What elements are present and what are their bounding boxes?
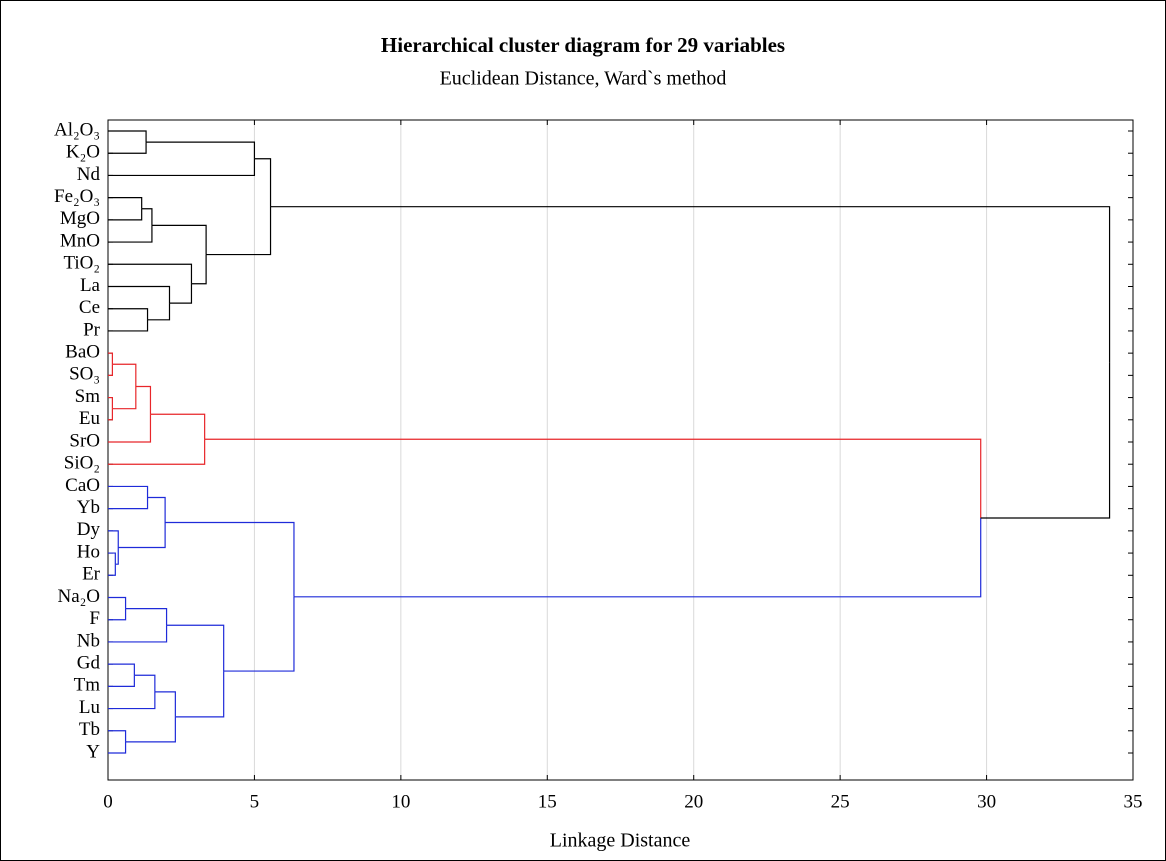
leaf-label: K₂O: [66, 142, 100, 163]
leaf-label: Nb: [77, 630, 100, 651]
leaf-label: Fe₂O₃: [54, 186, 100, 207]
dendrogram-link: [165, 521, 295, 597]
dendrogram-link: [223, 596, 295, 672]
dendrogram-link: [169, 283, 193, 304]
leaf-label: Nd: [77, 164, 101, 185]
dendrogram-link: [146, 141, 256, 159]
dendrogram-link: [108, 608, 127, 621]
dendrogram-link: [134, 674, 156, 692]
dendrogram-link: [108, 364, 113, 376]
dendrogram-link: [125, 716, 176, 743]
dendrogram-link: [108, 730, 127, 742]
dendrogram-link: [135, 385, 152, 415]
leaf-label: MnO: [60, 230, 100, 251]
x-tick-label: 0: [103, 791, 113, 812]
dendrogram-link: [108, 263, 193, 284]
dendrogram-link: [108, 408, 113, 421]
dendrogram-link: [154, 691, 176, 717]
x-tick-label: 35: [1124, 791, 1143, 812]
dendrogram-link: [118, 522, 166, 549]
dendrogram-link: [125, 608, 168, 626]
dendrogram-link: [147, 303, 171, 321]
leaf-label: Yb: [77, 497, 100, 518]
dendrogram-link: [108, 530, 119, 548]
leaf-label: Ho: [77, 541, 100, 562]
dendrogram-link: [166, 624, 225, 672]
dendrogram-link: [115, 547, 119, 565]
dendrogram-link: [108, 414, 152, 443]
leaf-label: Gd: [77, 653, 101, 674]
dendrogram-link: [108, 596, 127, 609]
leaf-label: Tm: [74, 675, 101, 696]
dendrogram-link: [108, 497, 149, 510]
leaf-label: Pr: [83, 319, 101, 340]
x-tick-label: 5: [250, 791, 260, 812]
dendrogram-link: [108, 564, 116, 576]
dendrogram-link: [108, 308, 149, 320]
dendrogram-link: [108, 130, 147, 143]
leaf-label: La: [80, 275, 101, 296]
dendrogram-link: [191, 254, 207, 285]
leaf-label: Al₂O₃: [54, 119, 100, 140]
dendrogram-link: [108, 663, 135, 676]
leaf-label: TiO₂: [63, 253, 100, 274]
leaf-label: SrO: [69, 430, 100, 451]
leaf-label: Tb: [79, 719, 100, 740]
leaf-label: Lu: [79, 697, 101, 718]
x-axis-label: Linkage Distance: [550, 830, 691, 852]
dendrogram-link: [108, 396, 113, 409]
dendrogram-link: [151, 224, 207, 255]
dendrogram-link: [108, 691, 156, 710]
x-tick-label: 20: [684, 791, 703, 812]
dendrogram-link: [206, 206, 272, 256]
dendrogram-link: [108, 552, 116, 565]
x-tick-label: 30: [977, 791, 996, 812]
leaf-label: Na₂O: [58, 586, 101, 607]
dendrogram-link: [270, 206, 1111, 363]
dendrogram-link: [108, 352, 113, 365]
dendrogram-link: [175, 671, 225, 718]
plot-area: [107, 119, 1134, 781]
leaf-label: Dy: [77, 519, 101, 540]
x-tick-label: 15: [538, 791, 557, 812]
dendrogram-link: [108, 142, 147, 154]
dendrogram-link: [108, 225, 153, 243]
leaf-label: CaO: [65, 475, 100, 496]
leaf-label: MgO: [60, 208, 100, 229]
dendrogram-link: [108, 208, 143, 221]
dendrogram-link: [108, 741, 127, 754]
dendrogram-link: [108, 485, 149, 498]
leaf-label: F: [89, 608, 100, 629]
dendrogram-link: [254, 158, 272, 207]
leaf-label: Eu: [79, 408, 101, 429]
dendrogram-link: [108, 625, 168, 643]
leaf-label: Er: [82, 564, 101, 585]
leaf-label: BaO: [65, 342, 100, 363]
dendrogram-link: [980, 362, 1111, 519]
dendrogram-link: [108, 439, 206, 465]
leaf-label: Ce: [79, 297, 100, 318]
dendrogram-link: [108, 158, 256, 177]
dendrogram-link: [112, 363, 137, 387]
leaf-label: SiO₂: [64, 453, 100, 474]
dendrogram-link: [293, 518, 982, 598]
leaf-label: Y: [86, 741, 100, 762]
x-tick-label: 10: [391, 791, 410, 812]
dendrogram-link: [108, 285, 171, 304]
leaf-label: SO₃: [69, 364, 100, 385]
dendrogram-link: [108, 675, 135, 687]
dendrogram-link: [112, 386, 137, 410]
leaf-label: Sm: [75, 386, 101, 407]
dendrogram-link: [108, 319, 149, 332]
dendrogram-link: [204, 438, 982, 519]
x-tick-label: 25: [831, 791, 850, 812]
chart-subtitle: Euclidean Distance, Ward`s method: [440, 68, 727, 90]
dendrogram-link: [108, 197, 143, 209]
dendrogram-link: [150, 413, 206, 440]
chart-title: Hierarchical cluster diagram for 29 vari…: [381, 33, 785, 57]
dendrogram-link: [141, 208, 153, 226]
dendrogram-link: [147, 496, 166, 523]
